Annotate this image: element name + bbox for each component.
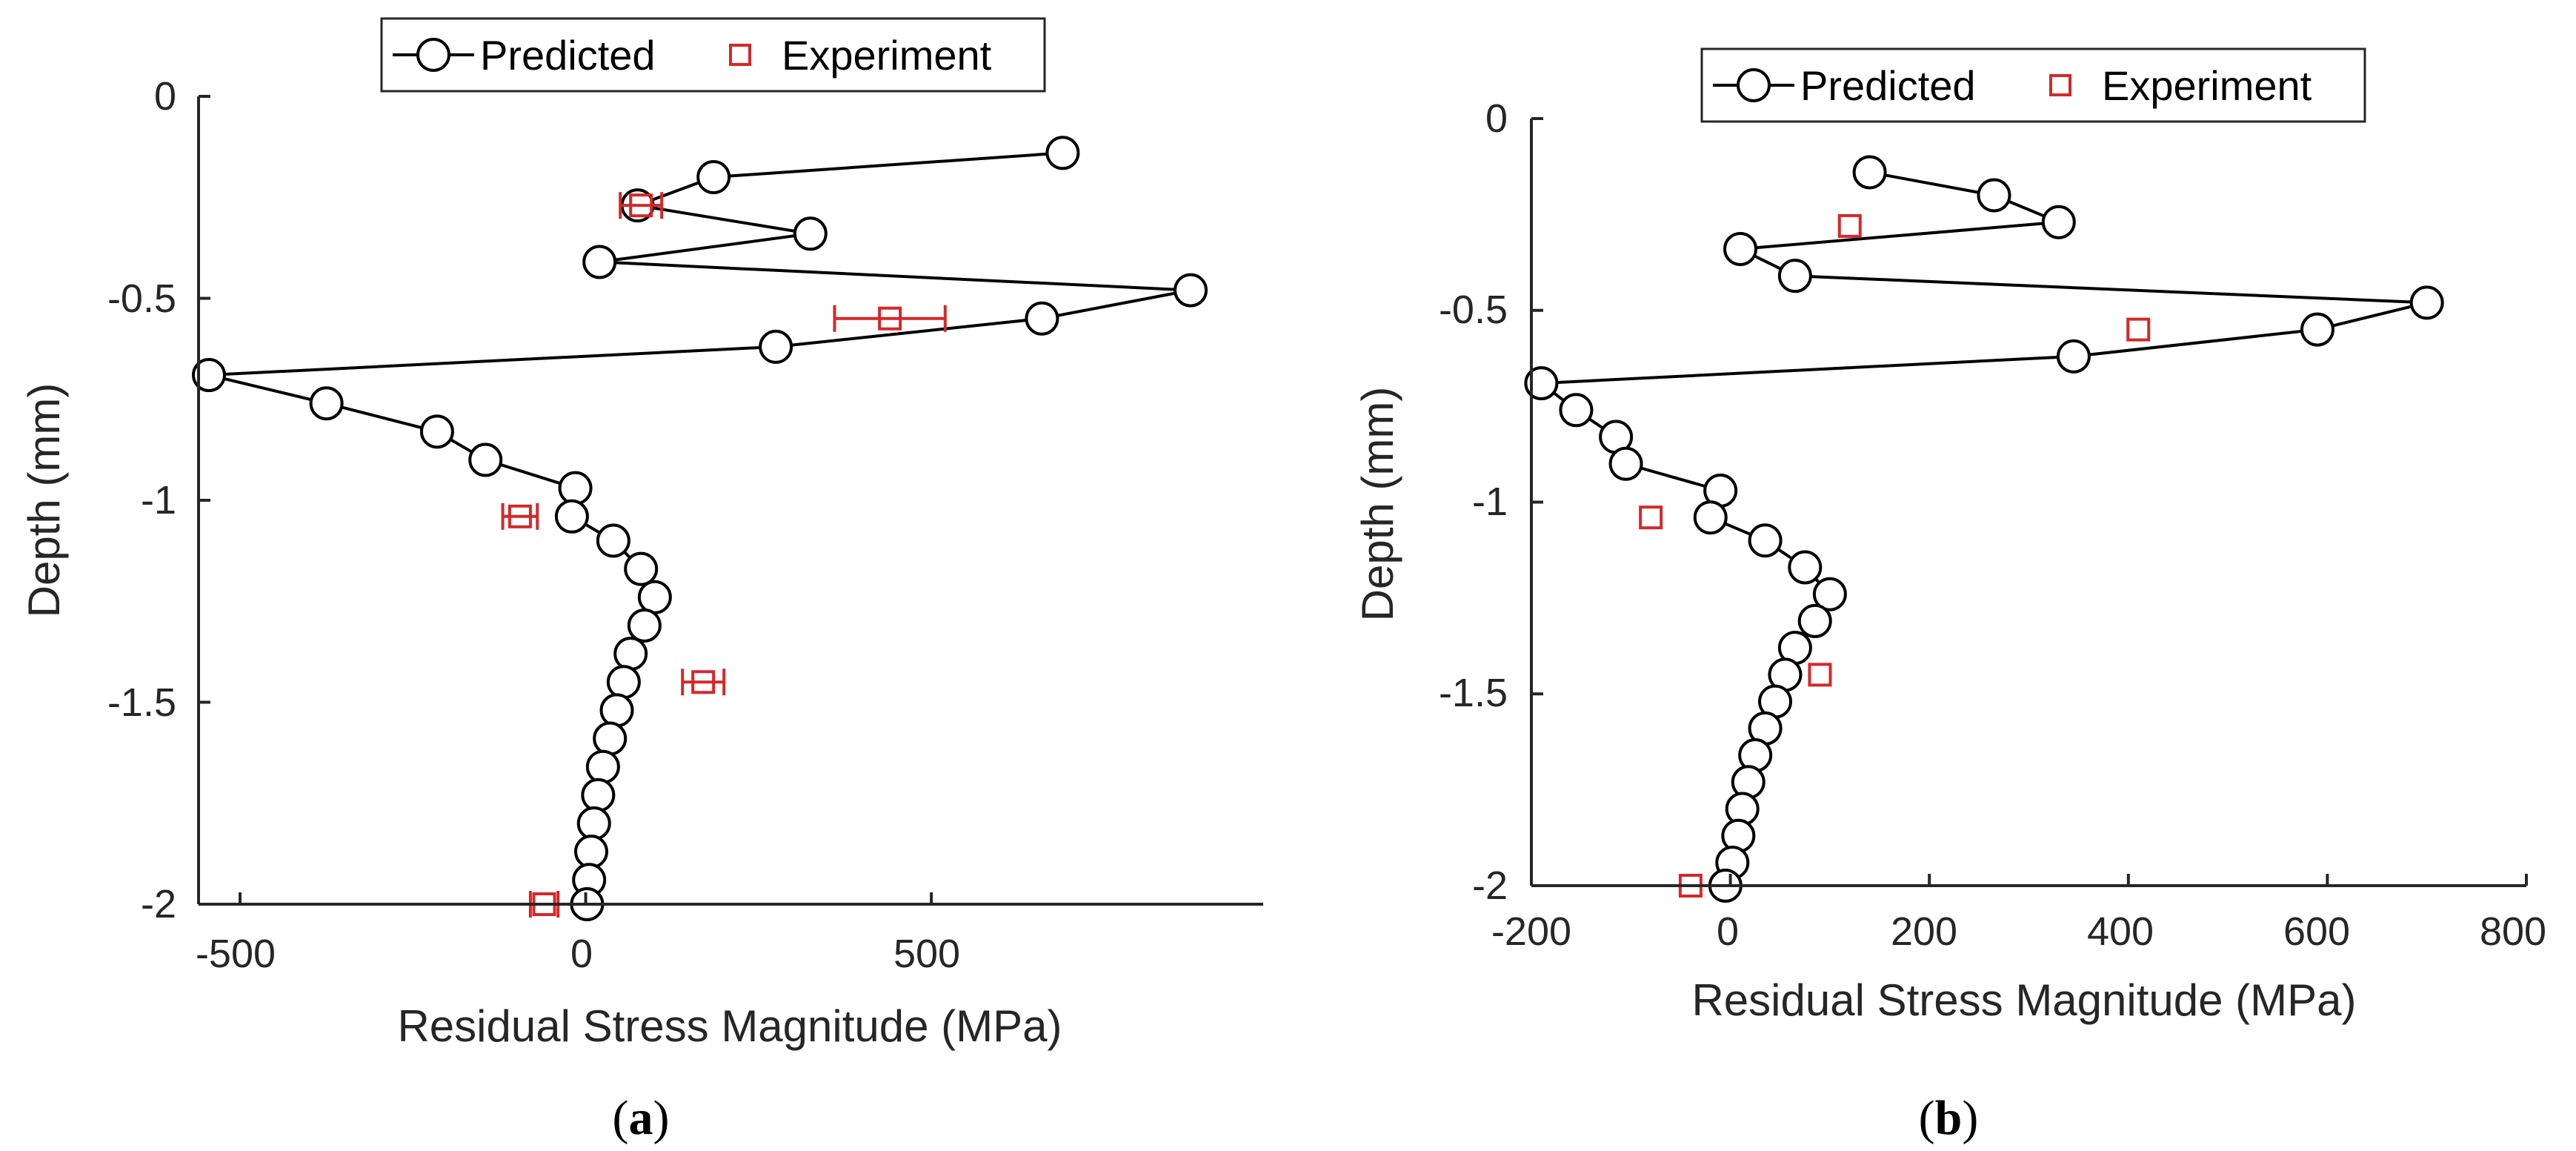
panel-b-predicted-point [1608,446,1643,481]
panel-a-ytick-label: -2 [141,882,176,926]
panel-b-predicted-point [1777,259,1812,293]
panel-a-predicted-point [627,608,662,643]
panel-b-predicted-point [2409,285,2444,320]
panel-b-predicted-point [1812,577,1847,611]
panel-b-data [1524,155,2444,903]
panel-b-predicted-point [1693,500,1728,535]
panel-a-predicted-point [468,442,503,477]
panel-b-predicted-point [1788,550,1823,585]
panel-b-xtick-label: 0 [1717,909,1739,954]
panel-b-xtick-label: -200 [1491,909,1571,954]
panel-a-experiment-point [629,193,653,218]
panel-b: -200 0 200 400 600 800 0 -0.5 -1 -1.5 -2… [1353,47,2546,1145]
panel-a-predicted-point [582,245,617,279]
panel-b-legend-experiment: Experiment [2102,62,2312,109]
panel-b-predicted-point [1797,603,1832,638]
panel-a-predicted-point [637,580,672,614]
panel-b-predicted-point [1748,523,1783,558]
panel-a-predicted-point [419,414,454,449]
panel-b-predicted-point [2056,339,2091,374]
panel-b-ytick-label: -1.5 [1439,671,1508,715]
panel-a-predicted-point [696,160,731,194]
panel-b-y-axis-title: Depth (mm) [1353,387,1402,622]
panel-a-predicted-point [613,637,648,671]
panel-b-x-axis-title: Residual Stress Magnitude (MPa) [1691,975,2356,1025]
panel-a-predicted-point [1025,301,1059,336]
panel-a-caption: (a) [613,1091,670,1145]
panel-b-experiment-point [2126,317,2151,342]
panel-a-legend: Predicted Experiment [380,17,1046,93]
panel-b-predicted-line [1540,170,2429,886]
panel-b-ytick-label: 0 [1485,96,1508,141]
panel-a-xtick-label: -500 [196,932,276,976]
panel-a-predicted-point [599,693,634,728]
panel-b-xtick-label: 600 [2283,909,2350,954]
panel-b-predicted-point [2300,312,2334,347]
panel-b-experiment-point [1837,213,1862,238]
panel-b-legend-circle-marker [1737,68,1771,102]
panel-a-predicted-point [606,665,641,700]
panel-b-ytick-label: -0.5 [1439,288,1508,332]
panel-b-ytick-label: -2 [1472,863,1508,908]
panel-a-ytick-label: -1.5 [107,680,176,725]
panel-a-x-axis-title: Residual Stress Magnitude (MPa) [397,1001,1062,1051]
panel-b-experiment-point [1808,663,1832,687]
panel-a-predicted-point [793,216,828,251]
panel-a-predicted-point [1045,136,1080,170]
panel-a-predicted-point [1174,273,1208,308]
panel-b-legend-box [1700,47,2366,123]
panel-a-experiment-point [507,504,532,528]
panel-b-predicted-point [1524,366,1559,401]
panel-a-predicted-point [558,471,593,505]
panel-b-ytick-label: -1 [1472,480,1508,524]
panel-b-experiment-point [1639,505,1663,530]
panel-a-legend-box [380,17,1046,93]
panel-a-legend-predicted: Predicted [480,32,656,79]
panel-a-predicted-point [191,358,226,393]
panel-b-predicted-point [1559,393,1594,428]
panel-a-predicted-line [207,151,1192,905]
panel-a-experiment-point [691,670,716,694]
panel-a-experiment-point [878,306,902,331]
panel-a-legend-square-marker [729,44,751,66]
panel-b-xtick-label: 200 [1891,909,1957,954]
panel-a-predicted-point [309,386,344,421]
panel-a-ytick-label: -1 [141,478,176,523]
panel-a-predicted-point [596,523,630,558]
panel-a-predicted-point [554,499,589,534]
panel-a-xtick-label: 0 [570,932,593,976]
panel-a-predicted-point [576,806,611,840]
panel-a-data [191,136,1208,921]
panel-b-legend-square-marker [2049,74,2071,96]
panel-a-predicted-point [581,777,616,812]
panel-a-ytick-label: -0.5 [107,276,176,321]
panel-b-xtick-label: 800 [2480,909,2546,954]
panel-a-ytick-label: 0 [154,74,176,119]
panel-b-predicted-point [2041,205,2076,239]
panel-a-y-axis-title: Depth (mm) [19,383,69,618]
panel-b-legend: Predicted Experiment [1700,47,2366,123]
panel-b-predicted-point [1852,155,1887,190]
panel-b-predicted-point [1723,231,1758,266]
panel-a-predicted-point [593,721,628,756]
panel-b-caption: (b) [1919,1091,1979,1145]
panel-a-predicted-point [585,749,620,784]
panel-a-predicted-point [574,835,609,869]
panel-a-predicted-point [759,329,793,364]
panel-b-xtick-label: 400 [2087,909,2154,954]
panel-b-legend-predicted: Predicted [1800,62,1976,109]
panel-b-ticks [1530,117,2528,887]
panel-a-legend-circle-marker [416,38,450,72]
panel-a: -500 0 500 0 -0.5 -1 -1.5 -2 Residual St… [19,17,1263,1145]
panel-a-xtick-label: 500 [893,932,960,976]
panel-a-legend-experiment: Experiment [782,32,992,79]
panel-b-predicted-point [1977,178,2011,213]
panel-a-ticks [199,95,933,906]
panel-a-predicted-point [624,551,659,586]
